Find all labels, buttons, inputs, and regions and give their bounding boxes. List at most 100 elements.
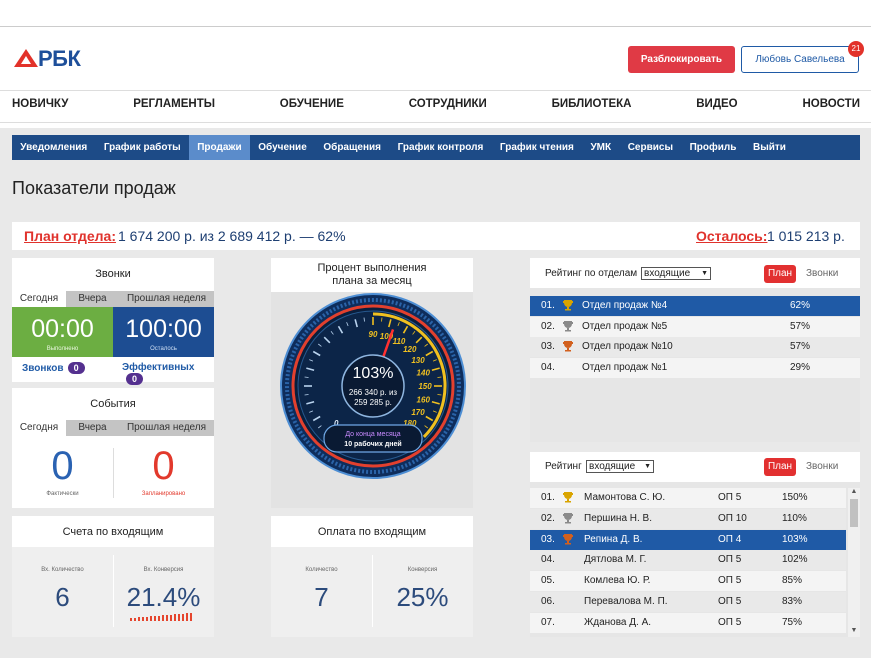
trophy-shape xyxy=(563,513,573,524)
tab[interactable]: Обращения xyxy=(315,135,389,160)
tab[interactable]: Обучение xyxy=(250,135,315,160)
actual-value: 0 xyxy=(12,444,113,489)
department-name: Отдел продаж №5 xyxy=(582,317,667,337)
nav-item[interactable]: НОВОСТИ xyxy=(802,98,860,114)
gauge-plan: 259 285 р. xyxy=(354,398,392,407)
gauge-tick xyxy=(364,318,365,322)
rank: 07. xyxy=(541,613,555,633)
nav-item[interactable]: РЕГЛАМЕНТЫ xyxy=(133,98,215,114)
toggle-calls[interactable]: Звонки xyxy=(806,461,838,472)
progress-indicator xyxy=(130,613,194,621)
calls-widget: Звонки Сегодня Вчера Прошлая неделя 00:0… xyxy=(12,258,214,382)
rating-row[interactable]: 02.Отдел продаж №557% xyxy=(530,317,860,337)
percent: 83% xyxy=(782,592,802,612)
employee-name: Комлева Ю. Р. xyxy=(584,571,650,591)
toggle-plan[interactable]: План xyxy=(764,265,796,283)
rating-row[interactable]: 01.Отдел продаж №462% xyxy=(530,296,860,316)
planned-label: Запланировано xyxy=(113,491,214,497)
scroll-thumb[interactable] xyxy=(850,499,858,527)
countdown-value: 10 рабочих дней xyxy=(344,440,401,448)
plan-summary: 1 674 200 р. из 2 689 412 р. — 62% xyxy=(118,228,346,244)
rating-row[interactable]: 01.Мамонтова С. Ю.ОП 5150% xyxy=(530,488,846,508)
employee-name: Жданова Д. А. xyxy=(584,613,651,633)
scroll-up[interactable]: ▲ xyxy=(848,488,860,495)
logo[interactable]: РБК xyxy=(38,46,80,72)
period-tab[interactable]: Прошлая неделя xyxy=(119,291,214,307)
period-tab[interactable]: Вчера xyxy=(66,291,119,307)
percent: 150% xyxy=(782,488,808,508)
filter-value: входящие xyxy=(644,268,690,279)
page-title: Показатели продаж xyxy=(12,178,176,199)
department-name: Отдел продаж №10 xyxy=(582,337,673,357)
user-button[interactable]: Любовь Савельева xyxy=(741,46,859,73)
percent: 57% xyxy=(790,337,810,357)
nav-item[interactable]: ВИДЕО xyxy=(696,98,737,114)
filter-select[interactable]: входящие ▼ xyxy=(641,267,711,280)
rating-row[interactable]: 04.Отдел продаж №129% xyxy=(530,358,860,378)
period-tab[interactable]: Прошлая неделя xyxy=(119,420,214,436)
toggle-plan[interactable]: План xyxy=(764,458,796,476)
conversion-label: Вх. Конверсия xyxy=(113,567,214,573)
main-nav: НОВИЧКУ РЕГЛАМЕНТЫ ОБУЧЕНИЕ СОТРУДНИКИ БИБЛИ… xyxy=(12,98,860,114)
nav-item[interactable]: СОТРУДНИКИ xyxy=(409,98,487,114)
unlock-button[interactable]: Разблокировать xyxy=(628,46,735,73)
gauge-tick xyxy=(381,318,382,322)
tab[interactable]: График контроля xyxy=(389,135,491,160)
conversion-label: Конверсия xyxy=(372,567,473,573)
gauge-percent: 103% xyxy=(353,365,394,382)
tab[interactable]: УМК xyxy=(582,135,619,160)
rating-row[interactable]: 05.Комлева Ю. Р.ОП 585% xyxy=(530,571,846,591)
filter-value: входящие xyxy=(589,461,635,472)
tab[interactable]: График работы xyxy=(96,135,189,160)
tab[interactable]: Сервисы xyxy=(619,135,681,160)
trophy-icon xyxy=(562,299,574,311)
logo-icon xyxy=(14,49,38,67)
gauge-scale-label: 120 xyxy=(403,345,417,354)
payments-body: Количество 7 Конверсия 25% xyxy=(271,547,473,637)
filter-select[interactable]: входящие▼ xyxy=(586,460,654,473)
trophy-icon xyxy=(562,512,574,524)
rating-row[interactable]: 04.Дятлова М. Г.ОП 5102% xyxy=(530,550,846,570)
conversion-value: 21.4% xyxy=(113,582,214,613)
rating-row[interactable]: 02.Першина Н. В.ОП 10110% xyxy=(530,509,846,529)
scroll-down[interactable]: ▼ xyxy=(848,627,860,634)
period-tab[interactable]: Вчера xyxy=(66,420,119,436)
trophy-icon xyxy=(562,320,574,332)
tab[interactable]: Продажи xyxy=(189,135,250,160)
period-tab[interactable]: Сегодня xyxy=(12,420,66,436)
toggle-calls[interactable]: Звонки xyxy=(806,268,838,279)
rank: 06. xyxy=(541,592,555,612)
percent: 85% xyxy=(782,571,802,591)
tab[interactable]: Выйти xyxy=(745,135,795,160)
rank: 01. xyxy=(541,296,555,316)
gauge-scale-label: 90 xyxy=(369,330,378,339)
left-value: 100:00 xyxy=(113,315,214,344)
nav-item[interactable]: ОБУЧЕНИЕ xyxy=(280,98,344,114)
tab[interactable]: График чтения xyxy=(492,135,583,160)
trophy-shape xyxy=(563,492,573,503)
tab[interactable]: Уведомления xyxy=(12,135,96,160)
rating-row[interactable]: 03.Отдел продаж №1057% xyxy=(530,337,860,357)
department: ОП 5 xyxy=(718,592,741,612)
rating-row[interactable]: 03.Репина Д. В.ОП 4103% xyxy=(530,530,846,550)
notification-badge[interactable]: 21 xyxy=(848,41,864,57)
select-arrow: ▼ xyxy=(701,268,708,280)
period-tab[interactable]: Сегодня xyxy=(12,291,66,307)
calls-total-badge: 0 xyxy=(68,362,85,374)
trophy-icon xyxy=(562,340,574,352)
percent: 102% xyxy=(782,550,808,570)
gauge-tick xyxy=(305,394,309,395)
scrollbar[interactable]: ▲ ▼ xyxy=(848,488,860,637)
rating-row[interactable]: 07.Жданова Д. А.ОП 575% xyxy=(530,613,846,633)
nav-item[interactable]: НОВИЧКУ xyxy=(12,98,68,114)
trophy-icon xyxy=(562,533,574,545)
nav-item[interactable]: БИБЛИОТЕКА xyxy=(552,98,632,114)
employee-name: Дятлова М. Г. xyxy=(584,550,646,570)
gauge-scale-label: 170 xyxy=(411,408,425,417)
gauge-amount: 266 340 р. из xyxy=(349,388,398,397)
employee-rating: Рейтинг входящие▼ План Звонки 01.Мамонто… xyxy=(530,452,860,637)
rating-row[interactable]: 06.Перевалова М. П.ОП 583% xyxy=(530,592,846,612)
tab[interactable]: Профиль xyxy=(681,135,744,160)
period-tabs: Сегодня Вчера Прошлая неделя xyxy=(12,291,214,307)
